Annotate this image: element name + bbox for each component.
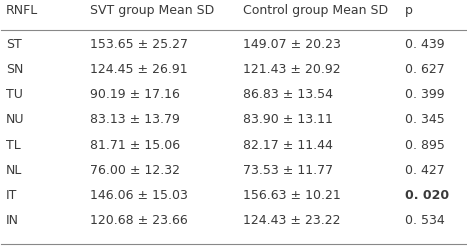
Text: 0. 427: 0. 427 xyxy=(405,164,445,177)
Text: p: p xyxy=(405,4,413,17)
Text: 0. 399: 0. 399 xyxy=(405,88,445,101)
Text: 124.45 ± 26.91: 124.45 ± 26.91 xyxy=(90,63,187,76)
Text: 0. 345: 0. 345 xyxy=(405,113,445,126)
Text: 0. 439: 0. 439 xyxy=(405,38,445,51)
Text: 0. 020: 0. 020 xyxy=(405,189,449,202)
Text: IN: IN xyxy=(6,214,19,227)
Text: 0. 895: 0. 895 xyxy=(405,138,445,151)
Text: 0. 627: 0. 627 xyxy=(405,63,445,76)
Text: 86.83 ± 13.54: 86.83 ± 13.54 xyxy=(243,88,333,101)
Text: 73.53 ± 11.77: 73.53 ± 11.77 xyxy=(243,164,333,177)
Text: 82.17 ± 11.44: 82.17 ± 11.44 xyxy=(243,138,333,151)
Text: 156.63 ± 10.21: 156.63 ± 10.21 xyxy=(243,189,340,202)
Text: 121.43 ± 20.92: 121.43 ± 20.92 xyxy=(243,63,340,76)
Text: NL: NL xyxy=(6,164,22,177)
Text: 83.13 ± 13.79: 83.13 ± 13.79 xyxy=(90,113,179,126)
Text: 124.43 ± 23.22: 124.43 ± 23.22 xyxy=(243,214,340,227)
Text: IT: IT xyxy=(6,189,17,202)
Text: SN: SN xyxy=(6,63,23,76)
Text: TL: TL xyxy=(6,138,21,151)
Text: ST: ST xyxy=(6,38,22,51)
Text: 90.19 ± 17.16: 90.19 ± 17.16 xyxy=(90,88,179,101)
Text: RNFL: RNFL xyxy=(6,4,38,17)
Text: Control group Mean SD: Control group Mean SD xyxy=(243,4,388,17)
Text: 146.06 ± 15.03: 146.06 ± 15.03 xyxy=(90,189,187,202)
Text: 81.71 ± 15.06: 81.71 ± 15.06 xyxy=(90,138,180,151)
Text: 153.65 ± 25.27: 153.65 ± 25.27 xyxy=(90,38,188,51)
Text: SVT group Mean SD: SVT group Mean SD xyxy=(90,4,214,17)
Text: 0. 534: 0. 534 xyxy=(405,214,445,227)
Text: NU: NU xyxy=(6,113,25,126)
Text: 149.07 ± 20.23: 149.07 ± 20.23 xyxy=(243,38,340,51)
Text: 120.68 ± 23.66: 120.68 ± 23.66 xyxy=(90,214,187,227)
Text: TU: TU xyxy=(6,88,23,101)
Text: 83.90 ± 13.11: 83.90 ± 13.11 xyxy=(243,113,333,126)
Text: 76.00 ± 12.32: 76.00 ± 12.32 xyxy=(90,164,180,177)
